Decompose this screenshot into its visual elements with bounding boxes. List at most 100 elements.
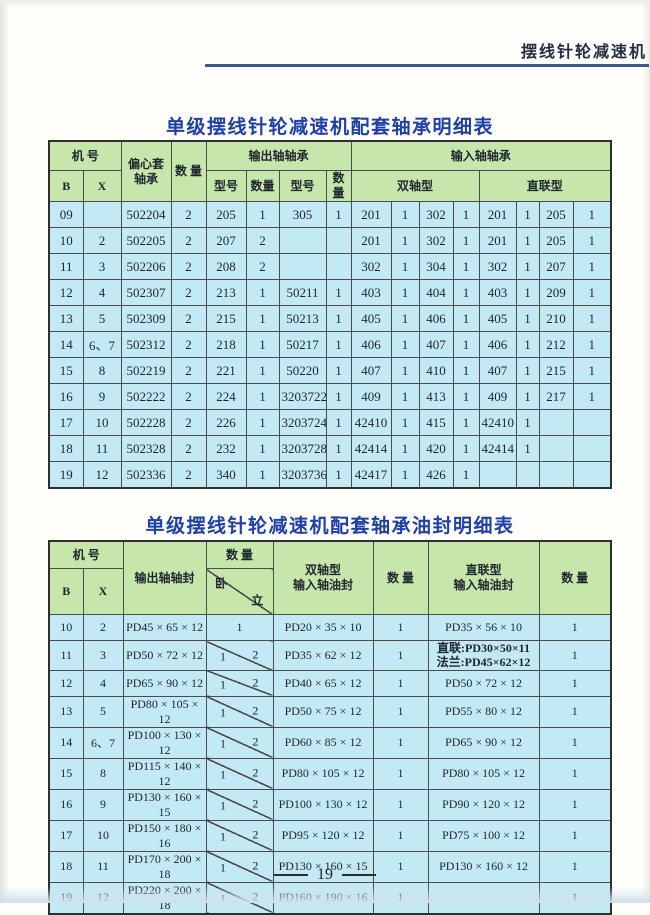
bearing-cell: 426 — [418, 461, 454, 489]
bearing-cell: 12 — [48, 279, 84, 306]
direct-seal-line: PD55 × 80 × 12 — [445, 704, 522, 719]
bearing-cell: 1 — [515, 409, 540, 436]
output-seal-cell: PD115 × 140 × 12 — [122, 757, 207, 790]
bearing-cell: 502206 — [120, 253, 172, 280]
machine-x-cell: 10 — [82, 819, 124, 852]
footer-dash — [342, 874, 376, 876]
direct-seal-cell: PD55 × 80 × 12 — [427, 695, 540, 728]
machine-b-cell: 18 — [48, 850, 84, 883]
bearing-cell: 1 — [452, 383, 480, 410]
machine-b-cell: 12 — [48, 669, 84, 697]
bearing-cell: 50211 — [278, 279, 327, 306]
bearing-cell: 2 — [245, 227, 280, 254]
bearing-cell: 1 — [390, 435, 420, 462]
header-qty: 数 量 — [170, 140, 207, 202]
bearing-table-row: 11 3 502206 2 208 2 302 1 304 1 302 1 207 1 — [48, 253, 612, 280]
bearing-cell: 2 — [170, 435, 207, 462]
bearing-cell: 502204 — [120, 201, 172, 228]
header-direct-input-seal: 直联型 输入轴油封 — [427, 540, 540, 615]
machine-x-cell: 6、7 — [82, 726, 124, 759]
bearing-cell: 1 — [325, 409, 352, 436]
bearing-table-row: 13 5 502309 2 215 1 50213 1 405 1 406 1 405 1 210 1 — [48, 305, 612, 332]
direct-seal-line: PD80 × 105 × 12 — [442, 766, 525, 781]
bearing-cell: 1 — [452, 253, 480, 280]
bearing-cell: 1 — [452, 279, 480, 306]
bearing-cell — [538, 435, 574, 462]
bearing-cell: 2 — [170, 409, 207, 436]
footer-dash — [274, 874, 308, 876]
qty-lie-value: 1 — [220, 829, 227, 844]
header-lie-stand-split: 卧 立 — [205, 568, 274, 615]
qty-stand-value: 2 — [252, 734, 259, 749]
bearing-cell: 226 — [205, 409, 247, 436]
bearing-cell: 1 — [390, 305, 420, 332]
bearing-cell: 205 — [538, 201, 574, 228]
bearing-cell: 1 — [515, 253, 540, 280]
bearing-cell: 16 — [48, 383, 84, 410]
bearing-cell: 2 — [170, 305, 207, 332]
header-stand: 立 — [251, 593, 264, 607]
bearing-table-row: 09 502204 2 205 1 305 1 201 1 302 1 201 1 205 1 — [48, 201, 612, 228]
bearing-cell: 1 — [245, 305, 280, 332]
bearing-cell: 502328 — [120, 435, 172, 462]
header-dual-input-seal: 双轴型 输入轴油封 — [272, 540, 374, 615]
direct-seal-line: PD75 × 100 × 12 — [442, 828, 525, 843]
bearing-cell: 304 — [418, 253, 454, 280]
bearing-cell: 209 — [538, 279, 574, 306]
bearing-cell: 1 — [245, 201, 280, 228]
bearing-cell: 502228 — [120, 409, 172, 436]
direct-qty-cell: 1 — [538, 669, 612, 697]
header-direct-coupled: 直联型 — [478, 170, 612, 202]
bearing-cell: 302 — [418, 227, 454, 254]
bearing-cell: 215 — [205, 305, 247, 332]
page-edge-shading-bottom — [0, 887, 650, 903]
output-seal-cell: PD150 × 180 × 16 — [122, 819, 207, 852]
bearing-table-body: 09 502204 2 205 1 305 1 201 1 302 1 201 1 205 1 10 2 5022… — [48, 201, 612, 489]
bearing-cell — [572, 461, 612, 489]
machine-b-cell: 16 — [48, 788, 84, 821]
bearing-cell: 302 — [418, 201, 454, 228]
bearing-cell: 221 — [205, 357, 247, 384]
qty-lie-value: 1 — [220, 677, 227, 692]
output-seal-cell: PD170 × 200 × 18 — [122, 850, 207, 883]
page-edge-shading-top — [0, 0, 650, 7]
bearing-cell — [478, 461, 517, 489]
dual-qty-cell: 1 — [372, 757, 429, 790]
bearing-table-row: 14 6、7 502312 2 218 1 50217 1 406 1 407 1 406 1 212 1 — [48, 331, 612, 358]
bearing-cell — [538, 461, 574, 489]
bearing-cell: 405 — [350, 305, 392, 332]
qty-stand-value: 2 — [252, 675, 259, 690]
dual-qty-cell: 1 — [372, 726, 429, 759]
machine-x-cell: 9 — [82, 788, 124, 821]
qty-lie-value: 1 — [220, 705, 227, 720]
machine-x-cell: 2 — [82, 614, 124, 641]
bearing-cell: 502205 — [120, 227, 172, 254]
bearing-cell: 50217 — [278, 331, 327, 358]
dual-qty-cell: 1 — [372, 788, 429, 821]
bearing-table-row: 10 2 502205 2 207 2 201 1 302 1 201 1 205 1 — [48, 227, 612, 254]
bearing-cell: 1 — [390, 357, 420, 384]
machine-x-cell: 8 — [82, 757, 124, 790]
bearing-spec-table: 机 号 偏心套 轴承 数 量 输出轴轴承 输入轴轴承 B X 型号 数量 型号 … — [48, 140, 613, 489]
machine-b-cell: 13 — [48, 695, 84, 728]
page-number: 19 — [317, 866, 333, 883]
header-rule — [205, 64, 649, 67]
bearing-cell: 2 — [245, 253, 280, 280]
seal-table-title: 单级摆线针轮减速机配套轴承油封明细表 — [145, 516, 515, 537]
bearing-cell: 1 — [245, 279, 280, 306]
bearing-cell: 215 — [538, 357, 574, 384]
bearing-cell: 502222 — [120, 383, 172, 410]
dual-seal-cell: PD95 × 120 × 12 — [272, 819, 374, 852]
bearing-cell: 502307 — [120, 279, 172, 306]
direct-qty-cell: 1 — [538, 757, 612, 790]
bearing-cell: 1 — [572, 253, 612, 280]
machine-b-cell: 11 — [48, 640, 84, 671]
machine-x-cell: 4 — [82, 669, 124, 697]
direct-seal-cell: PD90 × 120 × 12 — [427, 788, 540, 821]
bearing-cell: 1 — [325, 357, 352, 384]
direct-seal-line: PD35 × 56 × 10 — [445, 620, 522, 634]
bearing-cell — [515, 461, 540, 489]
bearing-cell: 17 — [48, 409, 84, 436]
bearing-cell: 1 — [572, 227, 612, 254]
